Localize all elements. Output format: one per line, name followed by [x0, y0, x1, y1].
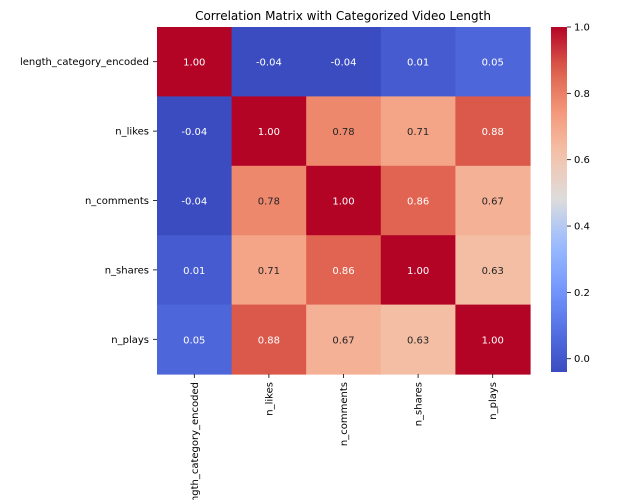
- heatmap-cell: [157, 235, 233, 306]
- heatmap-cell: [380, 27, 456, 97]
- colorbar-gradient: [551, 27, 567, 372]
- heatmap-cell: [380, 304, 456, 375]
- cell-value-label: 0.01: [407, 58, 429, 69]
- y-tick-label: n_likes: [115, 127, 149, 138]
- colorbar-tick-label: 0.4: [574, 222, 590, 233]
- heatmap-cell: [157, 304, 233, 375]
- colorbar: 0.0 0.2 0.4 0.6 0.8 1.0: [551, 23, 590, 372]
- cell-value-label: 0.63: [407, 335, 429, 346]
- y-tick-label: length_category_encoded: [20, 57, 149, 68]
- x-tick-label: n_shares: [414, 382, 425, 426]
- cell-value-label: 0.86: [332, 266, 354, 277]
- heatmap-cell: [231, 27, 307, 97]
- cell-value-label: 0.88: [482, 127, 504, 138]
- cell-value-label: 0.86: [407, 197, 429, 208]
- chart-title: Correlation Matrix with Categorized Vide…: [195, 9, 491, 23]
- heatmap-cell: [231, 304, 307, 375]
- cell-value-label: 0.78: [258, 197, 280, 208]
- y-tick-labels: length_category_encoded n_likes n_comments…: [20, 57, 157, 346]
- x-tick-labels: length_category_encoded n_likes n_comments…: [190, 374, 499, 500]
- heatmap-cell: [306, 27, 382, 97]
- heatmap-cell: [306, 165, 382, 236]
- heatmap-cell: [380, 96, 456, 167]
- cell-value-label: 1.00: [407, 266, 429, 277]
- cell-value-label: 1.00: [332, 197, 354, 208]
- cell-value-label: 0.78: [332, 127, 354, 138]
- cell-value-label: -0.04: [181, 127, 207, 138]
- cell-value-label: 0.67: [482, 197, 504, 208]
- cell-value-label: 0.67: [332, 335, 354, 346]
- heatmap-cell: [157, 27, 233, 97]
- x-tick-label: n_comments: [339, 382, 350, 446]
- cell-value-label: -0.04: [331, 58, 357, 69]
- cell-value-label: 1.00: [183, 58, 205, 69]
- colorbar-tick-label: 1.0: [574, 23, 590, 34]
- heatmap-cell: [157, 96, 233, 167]
- colorbar-tick-label: 0.8: [574, 89, 590, 100]
- heatmap-cell: [380, 235, 456, 306]
- cell-value-label: -0.04: [256, 58, 282, 69]
- x-tick-label: length_category_encoded: [190, 382, 201, 500]
- heatmap-cell: [231, 165, 307, 236]
- y-tick-label: n_plays: [111, 335, 149, 346]
- heatmap-cell: [455, 304, 531, 375]
- heatmap-cell: [231, 235, 307, 306]
- heatmap-cell: [455, 165, 531, 236]
- heatmap-cell: [306, 235, 382, 306]
- heatmap-cell: [306, 304, 382, 375]
- heatmap-cell: [455, 235, 531, 306]
- cell-value-label: 1.00: [258, 127, 280, 138]
- heatmap-cell: [306, 96, 382, 167]
- cell-value-label: 1.00: [482, 335, 504, 346]
- heatmap-cell: [231, 96, 307, 167]
- heatmap-cells: 1.00 -0.04 -0.04 0.01 0.05 -0.04 1.00 0.78 0.71 0…: [157, 27, 531, 375]
- y-tick-label: n_shares: [105, 265, 149, 276]
- heatmap-cell: [455, 27, 531, 97]
- x-tick-label: n_likes: [264, 382, 275, 416]
- x-tick-label: n_plays: [488, 382, 499, 420]
- cell-value-label: 0.71: [407, 127, 429, 138]
- cell-value-label: 0.01: [183, 266, 205, 277]
- colorbar-tick-label: 0.6: [574, 155, 590, 166]
- cell-value-label: 0.05: [482, 58, 504, 69]
- heatmap-cell: [380, 165, 456, 236]
- cell-value-label: 0.71: [258, 266, 280, 277]
- colorbar-tick-label: 0.0: [574, 354, 590, 365]
- cell-value-label: 0.63: [482, 266, 504, 277]
- cell-value-label: 0.05: [183, 335, 205, 346]
- heatmap-cell: [157, 165, 233, 236]
- cell-value-label: 0.88: [258, 335, 280, 346]
- heatmap-cell: [455, 96, 531, 167]
- colorbar-tick-label: 0.2: [574, 288, 590, 299]
- cell-value-label: -0.04: [181, 197, 207, 208]
- y-tick-label: n_comments: [85, 196, 149, 207]
